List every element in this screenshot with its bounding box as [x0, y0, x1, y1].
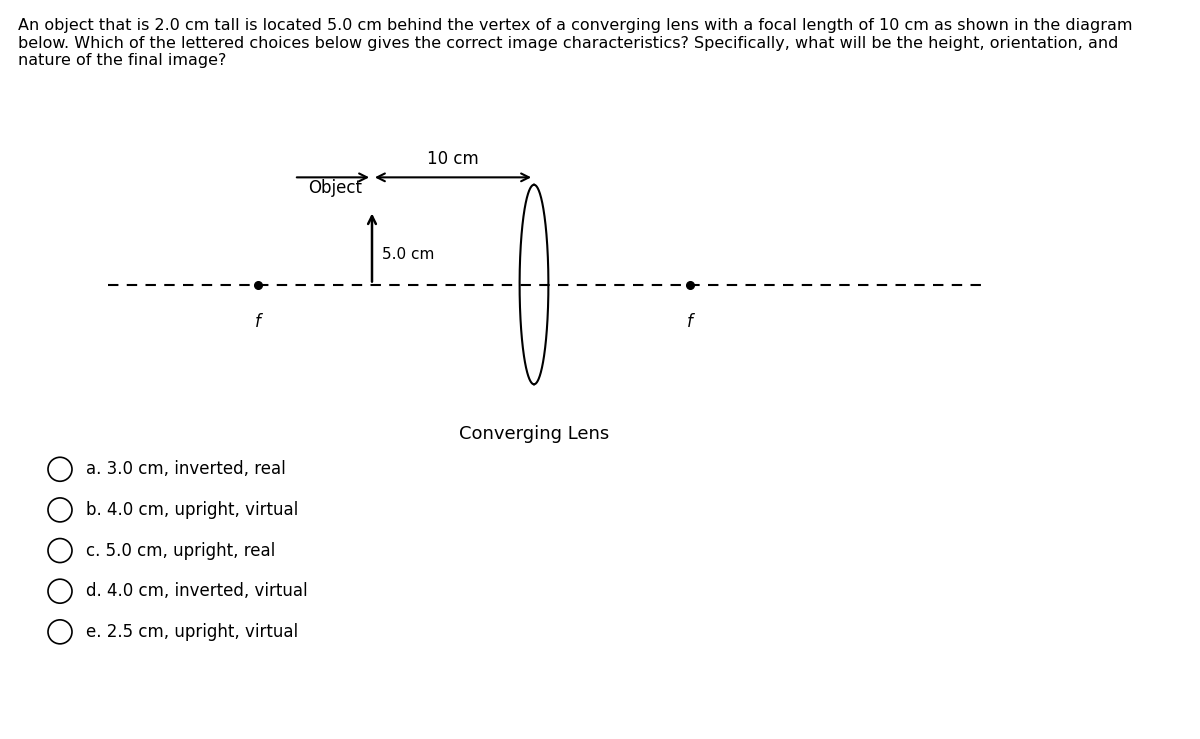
Text: Object: Object	[308, 180, 362, 197]
Text: Converging Lens: Converging Lens	[458, 425, 610, 443]
Text: 5.0 cm: 5.0 cm	[382, 248, 434, 262]
Text: f: f	[688, 313, 692, 330]
Text: c. 5.0 cm, upright, real: c. 5.0 cm, upright, real	[86, 542, 276, 559]
Text: 10 cm: 10 cm	[427, 151, 479, 168]
Text: a. 3.0 cm, inverted, real: a. 3.0 cm, inverted, real	[86, 460, 286, 478]
Text: e. 2.5 cm, upright, virtual: e. 2.5 cm, upright, virtual	[86, 623, 299, 641]
Text: d. 4.0 cm, inverted, virtual: d. 4.0 cm, inverted, virtual	[86, 582, 308, 600]
Text: f: f	[256, 313, 260, 330]
Text: b. 4.0 cm, upright, virtual: b. 4.0 cm, upright, virtual	[86, 501, 299, 519]
Text: An object that is 2.0 cm tall is located 5.0 cm behind the vertex of a convergin: An object that is 2.0 cm tall is located…	[18, 18, 1133, 68]
